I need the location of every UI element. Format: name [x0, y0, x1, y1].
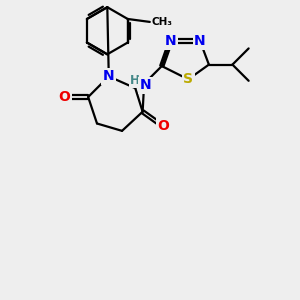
Text: O: O [59, 90, 70, 104]
Text: N: N [103, 69, 115, 83]
Text: N: N [165, 34, 176, 48]
Text: N: N [140, 78, 152, 92]
Text: CH₃: CH₃ [152, 17, 173, 27]
Text: S: S [183, 72, 193, 86]
Text: H: H [130, 74, 140, 87]
Text: O: O [157, 119, 169, 134]
Text: N: N [194, 34, 206, 48]
